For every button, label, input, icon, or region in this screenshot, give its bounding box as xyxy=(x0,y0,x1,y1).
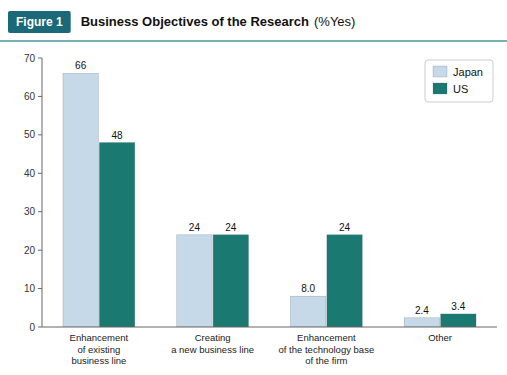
y-tick xyxy=(38,250,42,251)
x-tick-label-line: of the firm xyxy=(305,355,347,366)
x-tick-label-line: Enhancement xyxy=(297,332,356,343)
data-label: 24 xyxy=(339,222,351,233)
x-tick-label-line: of existing xyxy=(77,344,120,355)
y-axis xyxy=(42,58,43,327)
x-tick-label-line: Creating xyxy=(195,332,231,343)
legend: Japan US xyxy=(425,60,493,102)
x-tick-label-line: Enhancement xyxy=(70,332,129,343)
bar xyxy=(441,314,476,327)
x-tick-label-line: a new business line xyxy=(171,344,254,355)
x-tick-label: Other xyxy=(428,332,452,343)
y-tick-label: 60 xyxy=(24,91,36,102)
data-label: 2.4 xyxy=(415,305,429,316)
x-tick-label: Creatinga new business line xyxy=(171,332,254,355)
bar xyxy=(99,143,134,327)
y-tick-label: 0 xyxy=(29,322,35,333)
legend-swatch xyxy=(433,83,447,94)
data-label: 24 xyxy=(225,222,237,233)
subtitle: (%Yes) xyxy=(314,14,355,29)
legend-box xyxy=(425,60,493,102)
data-label: 66 xyxy=(75,60,87,71)
data-label: 8.0 xyxy=(301,283,315,294)
y-tick-label: 70 xyxy=(24,53,36,64)
bar xyxy=(327,235,362,327)
figure-label: Figure 1 xyxy=(16,15,63,29)
title: Business Objectives of the Research xyxy=(81,14,309,29)
bars xyxy=(63,73,476,327)
y-tick xyxy=(38,173,42,174)
y-tick xyxy=(38,96,42,97)
y-tick xyxy=(38,211,42,212)
y-tick-label: 10 xyxy=(24,283,36,294)
x-tick-label-line: business line xyxy=(71,355,126,366)
x-tick-label-line: Other xyxy=(428,332,452,343)
x-tick-label: Enhancementof the technology baseof the … xyxy=(279,332,375,366)
legend-swatch xyxy=(433,66,447,77)
y-tick xyxy=(38,327,42,328)
figure-label-box xyxy=(8,11,71,33)
bar xyxy=(404,318,439,327)
x-tick-label: Enhancementof existingbusiness line xyxy=(70,332,129,366)
y-tick-label: 50 xyxy=(24,129,36,140)
bar xyxy=(177,235,212,327)
bar xyxy=(290,296,325,327)
y-tick-label: 30 xyxy=(24,206,36,217)
legend-label: US xyxy=(453,83,468,95)
legend-label: Japan xyxy=(453,66,483,78)
data-label: 24 xyxy=(189,222,201,233)
y-tick-label: 40 xyxy=(24,168,36,179)
y-tick xyxy=(38,134,42,135)
bar xyxy=(213,235,248,327)
chart: Figure 1 Business Objectives of the Resea… xyxy=(0,0,507,375)
bar xyxy=(63,73,98,327)
x-axis xyxy=(42,327,497,328)
separator xyxy=(0,40,507,42)
y-tick xyxy=(38,288,42,289)
data-labels: 66 24 8.0 2.4 48 24 24 3.4 xyxy=(75,60,466,315)
y-tick-label: 20 xyxy=(24,245,36,256)
data-label: 48 xyxy=(112,130,124,141)
x-tick-label-line: of the technology base xyxy=(279,344,375,355)
y-tick xyxy=(38,58,42,59)
data-label: 3.4 xyxy=(451,301,465,312)
